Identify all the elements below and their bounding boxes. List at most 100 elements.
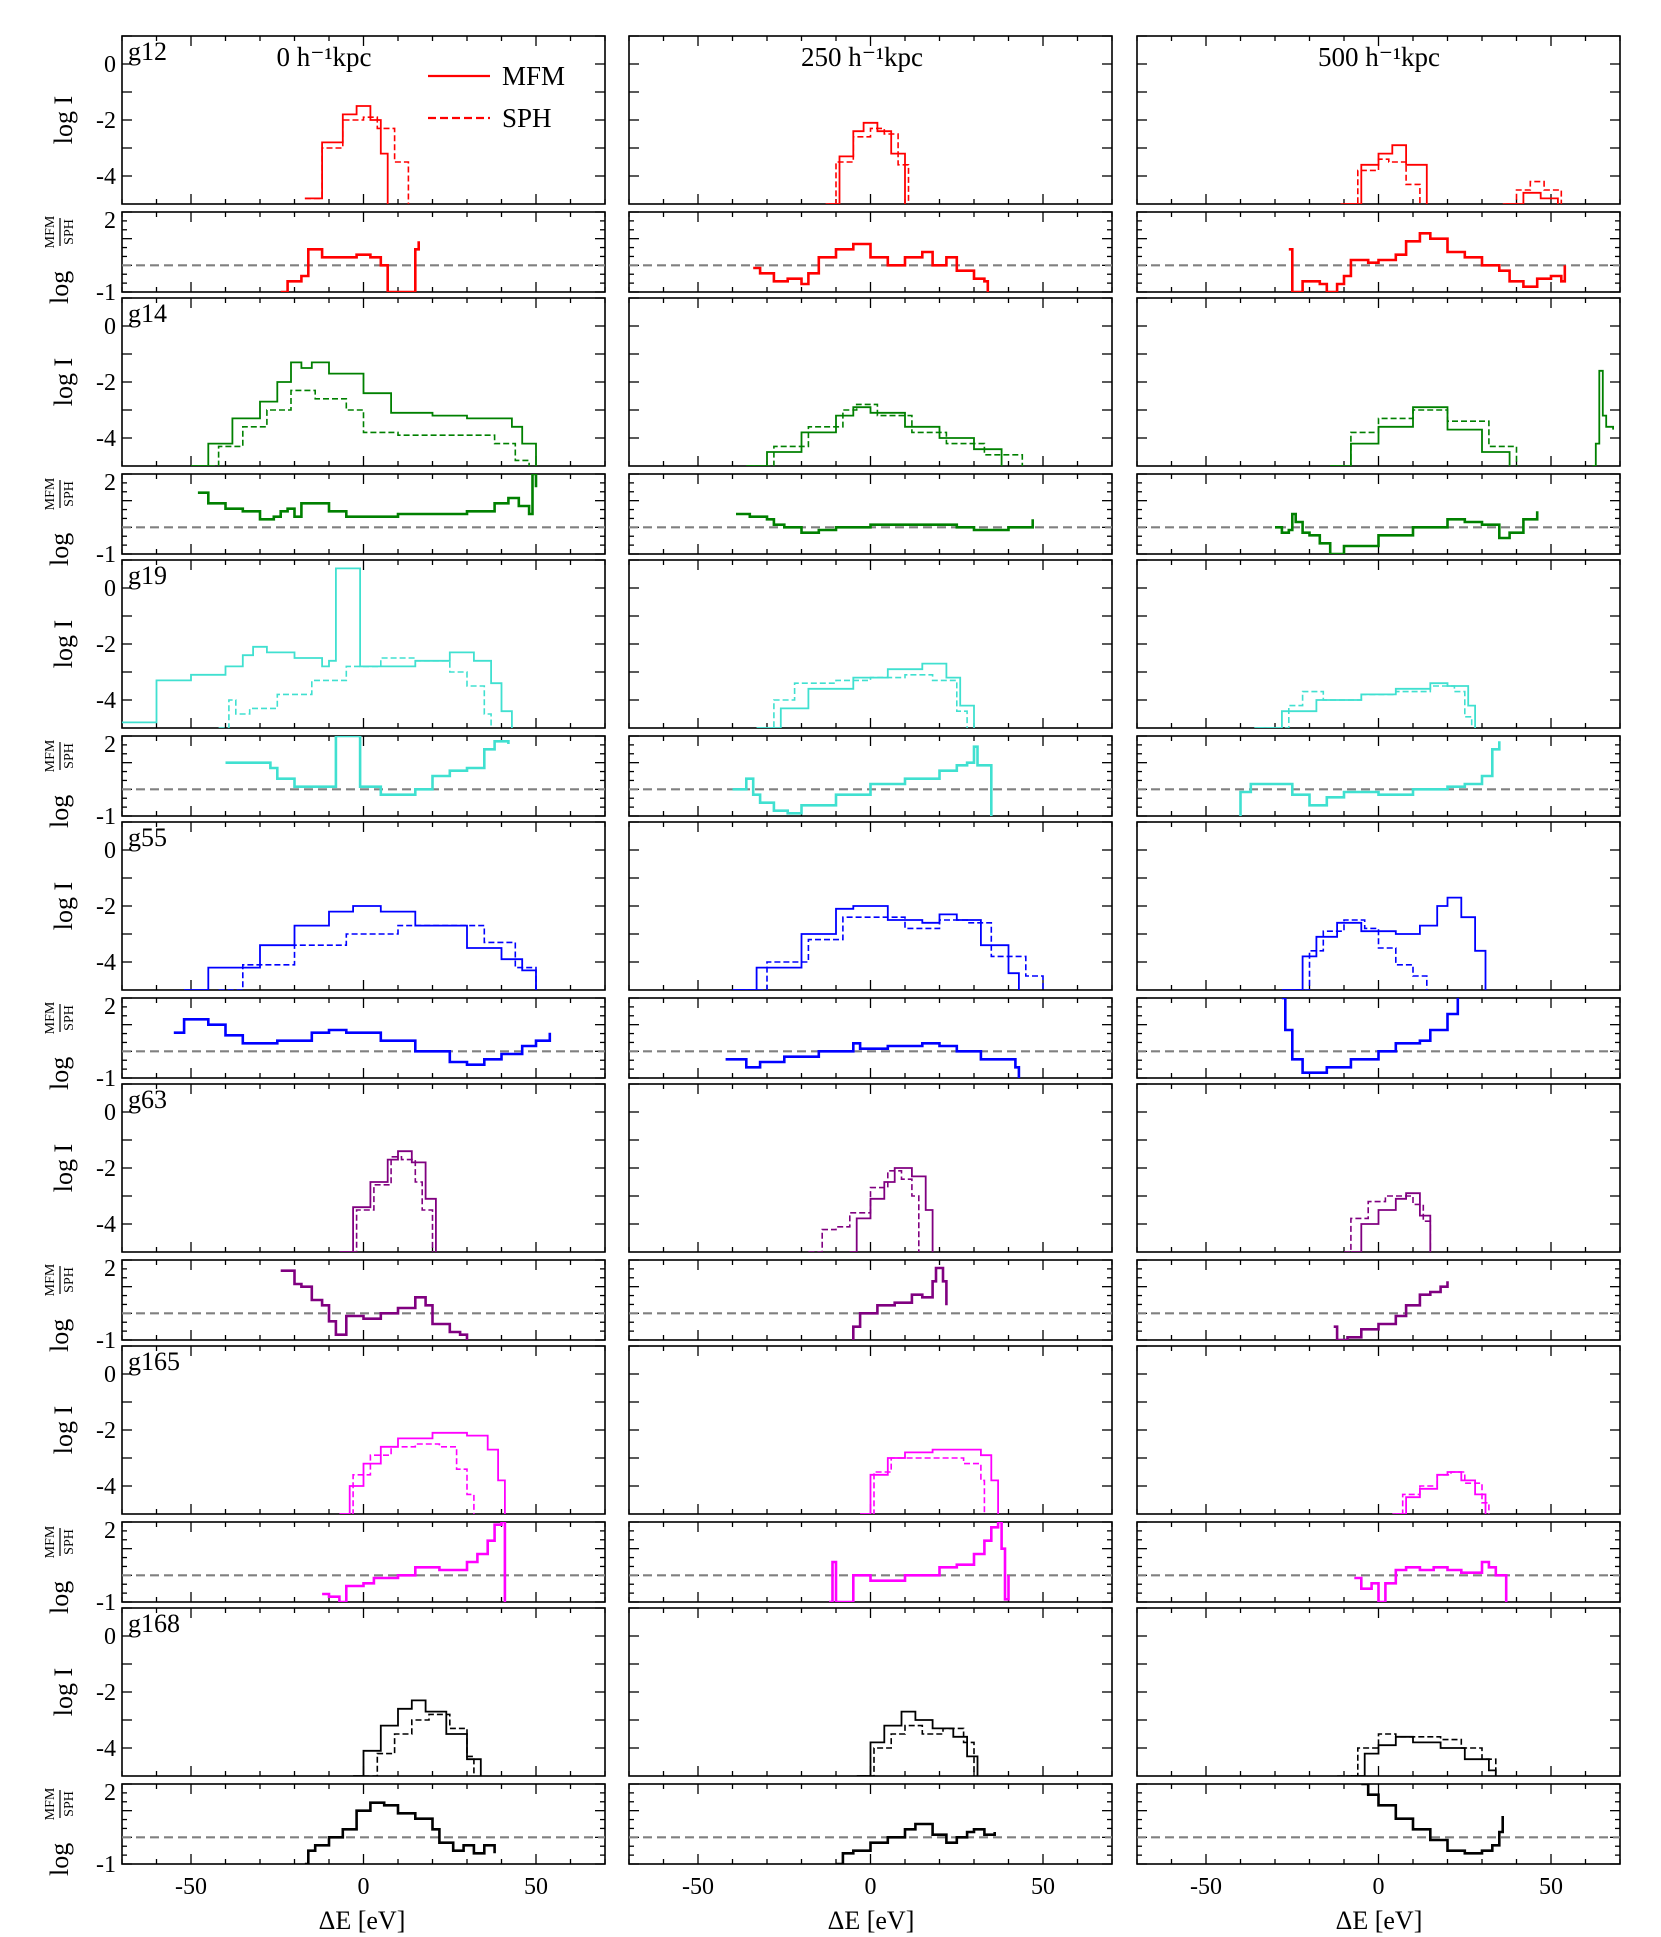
ratio-lines bbox=[629, 745, 1112, 816]
ratio-line-g14 bbox=[197, 474, 538, 521]
ratio-line-g12 bbox=[753, 242, 990, 292]
ratio-panel-frame bbox=[121, 1259, 606, 1341]
row-g63: 0 -2 -4 2 -1 g63 log I log MFM SPH bbox=[43, 1083, 1621, 1354]
ratio-lines bbox=[122, 241, 605, 292]
y-tick-label-intensity: -2 bbox=[96, 894, 116, 920]
ratio-lines bbox=[629, 1522, 1112, 1602]
x-tick-label: 50 bbox=[524, 1874, 548, 1900]
y-tick-label-ratio-bottom: -1 bbox=[96, 1066, 116, 1092]
row-g55: 0 -2 -4 2 -1 g55 log I log MFM SPH bbox=[43, 821, 1621, 1092]
intensity-lines bbox=[184, 905, 537, 990]
x-axis-label-2: ΔE [eV] bbox=[1336, 1906, 1423, 1935]
ratio-lines bbox=[1137, 1784, 1620, 1855]
y-axis-label-ratio: log MFM SPH bbox=[43, 1787, 77, 1876]
ratio-line-g19 bbox=[1239, 741, 1501, 816]
ratio-panel-frame bbox=[628, 473, 1113, 555]
mfm-line-g168 bbox=[856, 1710, 979, 1776]
y-tick-label-intensity: -4 bbox=[96, 1736, 116, 1762]
ratio-lines bbox=[629, 1822, 1112, 1864]
x-tick-label: 50 bbox=[1539, 1874, 1563, 1900]
y-tick-label-ratio-top: 2 bbox=[104, 994, 116, 1020]
ratio-label-log: log bbox=[45, 533, 74, 566]
sph-line-g165 bbox=[1392, 1471, 1490, 1514]
intensity-lines bbox=[1281, 896, 1487, 990]
y-axis-label-intensity: log I bbox=[49, 882, 78, 930]
y-tick-label-intensity: 0 bbox=[104, 838, 116, 864]
x-tick-label: -50 bbox=[682, 1874, 714, 1900]
ratio-label-denominator: SPH bbox=[62, 481, 77, 507]
group-label-g165: g165 bbox=[128, 1347, 180, 1376]
y-tick-label-ratio-top: 2 bbox=[104, 732, 116, 758]
ratio-line-g14 bbox=[736, 512, 1034, 534]
y-axis-label-intensity: log I bbox=[49, 96, 78, 144]
ratio-label-log: log bbox=[45, 1843, 74, 1876]
ratio-line-g63 bbox=[852, 1266, 948, 1340]
y-tick-label-intensity: -2 bbox=[96, 1156, 116, 1182]
y-tick-label-ratio-bottom: -1 bbox=[96, 542, 116, 568]
panel-g165-2 bbox=[1136, 1345, 1621, 1603]
ratio-panel-frame bbox=[121, 735, 606, 817]
ratio-label-numerator: MFM bbox=[43, 1263, 58, 1296]
intensity-lines bbox=[1392, 1471, 1490, 1514]
sph-line-g19 bbox=[218, 657, 492, 728]
mfm-line-g12 bbox=[829, 121, 906, 204]
mfm-line-g55 bbox=[732, 905, 1020, 990]
panel-g55-1 bbox=[628, 821, 1113, 1079]
panel-g63-1 bbox=[628, 1083, 1113, 1341]
x-tick-label: 50 bbox=[1031, 1874, 1055, 1900]
x-axis-label-0: ΔE [eV] bbox=[319, 1906, 406, 1935]
intensity-lines bbox=[1337, 1733, 1497, 1776]
panel-g14-0: 0 -2 -4 2 -1 g14 log I log MFM SPH bbox=[43, 297, 606, 568]
intensity-lines bbox=[1340, 144, 1563, 204]
sph-line-g168 bbox=[1337, 1733, 1497, 1776]
sph-line-g63 bbox=[342, 1156, 434, 1252]
y-tick-label-ratio-top: 2 bbox=[104, 1780, 116, 1806]
ratio-panel-frame bbox=[121, 211, 606, 293]
sph-line-g165 bbox=[342, 1443, 475, 1514]
y-tick-label-intensity: -4 bbox=[96, 1474, 116, 1500]
ratio-label-log: log bbox=[45, 1057, 74, 1090]
ratio-label-numerator: MFM bbox=[43, 1525, 58, 1558]
intensity-lines bbox=[122, 567, 513, 728]
ratio-panel-frame bbox=[121, 997, 606, 1079]
y-axis-label-ratio: log MFM SPH bbox=[43, 739, 77, 828]
ratio-panel-frame bbox=[628, 735, 1113, 817]
ratio-lines bbox=[1137, 1281, 1620, 1340]
ratio-line-g165 bbox=[829, 1522, 1010, 1602]
sph-line-g55 bbox=[1295, 919, 1428, 990]
row-g14: 0 -2 -4 2 -1 g14 log I log MFM SPH bbox=[43, 297, 1621, 568]
panel-g19-1 bbox=[628, 559, 1113, 817]
x-tick-label: 0 bbox=[358, 1874, 370, 1900]
sph-line-g168 bbox=[363, 1713, 475, 1776]
x-tick-label: -50 bbox=[175, 1874, 207, 1900]
ratio-line-g19 bbox=[225, 736, 510, 796]
y-tick-label-ratio-top: 2 bbox=[104, 1518, 116, 1544]
column-title-0: 0 h⁻¹kpc bbox=[276, 42, 371, 72]
group-label-g14: g14 bbox=[128, 299, 167, 328]
y-axis-label-ratio: log MFM SPH bbox=[43, 215, 77, 304]
ratio-label-denominator: SPH bbox=[62, 1791, 77, 1817]
sph-line-g19 bbox=[1257, 685, 1473, 728]
panel-g14-1 bbox=[628, 297, 1113, 555]
legend-label-sph: SPH bbox=[502, 103, 552, 133]
ratio-lines bbox=[1137, 741, 1620, 816]
mfm-line-g63 bbox=[1350, 1192, 1432, 1252]
intensity-panel-frame bbox=[1136, 821, 1621, 991]
ratio-label-numerator: MFM bbox=[43, 477, 58, 510]
intensity-lines bbox=[191, 361, 537, 466]
intensity-panel-frame bbox=[1136, 1345, 1621, 1515]
ratio-lines bbox=[122, 736, 605, 796]
sph-line-g63 bbox=[808, 1170, 920, 1252]
ratio-line-g165 bbox=[322, 1522, 507, 1602]
ratio-lines bbox=[629, 512, 1112, 534]
mfm-line-g55 bbox=[1281, 896, 1487, 990]
ratio-label-denominator: SPH bbox=[62, 743, 77, 769]
mfm-line-g14 bbox=[1330, 406, 1511, 466]
sph-line-g14 bbox=[1330, 409, 1518, 466]
group-label-g55: g55 bbox=[128, 823, 167, 852]
mfm-line-g12 bbox=[1344, 144, 1428, 204]
ratio-line-g165 bbox=[1354, 1560, 1508, 1602]
ratio-panel-frame bbox=[628, 1521, 1113, 1603]
sph-line-g12 bbox=[1340, 158, 1421, 204]
ratio-label-denominator: SPH bbox=[62, 219, 77, 245]
